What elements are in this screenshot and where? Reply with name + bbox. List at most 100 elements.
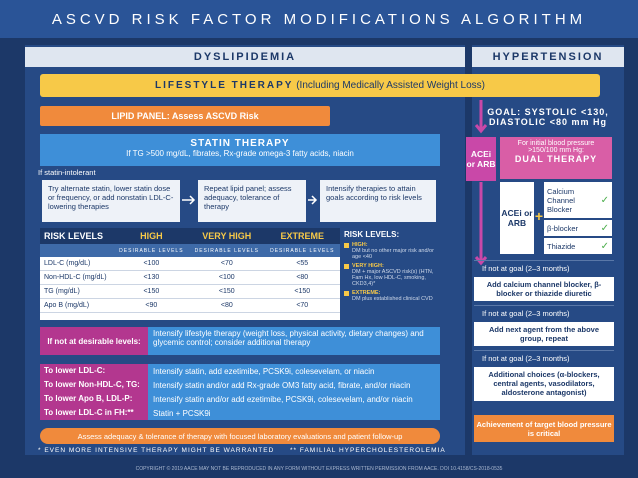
- check-icon: ✓: [600, 240, 609, 252]
- cell: <70: [296, 302, 309, 309]
- cell: Apo B (mg/dL): [44, 302, 90, 309]
- lower-text: Intensify statin and/or add Rx-grade OM3…: [153, 380, 411, 390]
- dual-acei: ACEi or ARB: [500, 182, 534, 254]
- lower-text: Intensify statin and/or add ezetimibe, P…: [153, 394, 413, 404]
- cell: <100: [143, 260, 160, 267]
- lifestyle-bar: LIFESTYLE THERAPY (Including Medically A…: [40, 74, 600, 97]
- lower-text: Statin + PCSK9i: [153, 408, 211, 418]
- header: HIGH: [140, 231, 163, 241]
- header: EXTREME: [280, 231, 325, 241]
- check-icon: ✓: [600, 194, 609, 206]
- statin-box: STATIN THERAPY If TG >500 mg/dL, fibrates…: [40, 134, 440, 166]
- cell: Non-HDL-C (mg/dL): [44, 274, 107, 281]
- legend-name: VERY HIGH:: [352, 263, 384, 269]
- check-icon: ✓: [600, 222, 609, 234]
- cell: <90: [145, 302, 158, 309]
- risk-table: RISK LEVELS HIGH VERY HIGH EXTREME DESIRABL…: [40, 228, 340, 320]
- lower-row: To lower Apo B, LDL-P: Intensify statin a…: [40, 392, 440, 406]
- target-box: Achievement of target blood pressure is …: [474, 415, 614, 442]
- subheader: DESIRABLE LEVELS: [194, 247, 259, 254]
- cell: TG (mg/dL): [44, 288, 80, 295]
- header: VERY HIGH: [202, 231, 252, 241]
- subheader: DESIRABLE LEVELS: [270, 247, 335, 254]
- step-condition: If not at goal (2–3 months): [474, 350, 614, 367]
- cell: <55: [296, 260, 309, 267]
- table-row: LDL-C (mg/dL) <100 <70 <55: [40, 257, 340, 271]
- lower-label: To lower Non-HDL-C, TG:: [40, 378, 148, 392]
- acei-box: ACEi or ARB: [466, 137, 496, 181]
- lipid-panel: LIPID PANEL: Assess ASCVD Risk: [40, 106, 330, 126]
- lifestyle-label: LIFESTYLE THERAPY: [154, 80, 294, 91]
- agent-name: Calcium Channel Blocker: [547, 186, 575, 214]
- lower-label: To lower LDL-C in FH:**: [40, 406, 148, 420]
- legend-title: RISK LEVELS:: [344, 230, 400, 239]
- not-desirable-text: Intensify lifestyle therapy (weight loss…: [148, 327, 440, 355]
- lower-row: To lower LDL-C in FH:** Statin + PCSK9i: [40, 406, 440, 420]
- table: RISK LEVELS HIGH VERY HIGH EXTREME DESIRABL…: [40, 228, 340, 313]
- cell: <130: [143, 274, 160, 281]
- lower-label: To lower LDL-C:: [40, 364, 148, 378]
- dyslipidemia-header: DYSLIPIDEMIA: [25, 47, 465, 67]
- cell: <150: [143, 288, 160, 295]
- table-row: Non-HDL-C (mg/dL) <130 <100 <80: [40, 271, 340, 285]
- lower-row: To lower Non-HDL-C, TG: Intensify statin …: [40, 378, 440, 392]
- agents: Calcium Channel Blocker ✓ β-blocker ✓ Thiazi…: [544, 182, 612, 254]
- step-box: Intensify therapies to attain goals acco…: [320, 180, 436, 222]
- lower-list: To lower LDL-C: Intensify statin, add eze…: [40, 364, 440, 420]
- legend-items: HIGH: DM but no other major risk and/or a…: [344, 242, 440, 302]
- legend-swatch: [344, 243, 349, 248]
- statin-label: STATIN THERAPY: [190, 138, 290, 149]
- legend-text: DM + major ASCVD risk(s) (HTN, Fam Hx, l…: [352, 269, 434, 287]
- legend-text: DM but no other major risk and/or age <4…: [352, 248, 434, 260]
- arrow: [474, 100, 488, 266]
- subheader-row: DESIRABLE LEVELS DESIRABLE LEVELS DESIRABL…: [40, 244, 340, 257]
- step-action: Add next agent from the above group, rep…: [474, 322, 614, 346]
- cell: <70: [220, 260, 233, 267]
- not-desirable-label: If not at desirable levels:: [40, 327, 148, 355]
- assess-bar: Assess adequacy & tolerance of therapy w…: [40, 428, 440, 444]
- cell: LDL-C (mg/dL): [44, 260, 91, 267]
- copyright: COPYRIGHT © 2019 AACE MAY NOT BE REPRODU…: [135, 466, 503, 472]
- cell: <150: [218, 288, 235, 295]
- legend-swatch: [344, 264, 349, 269]
- step-action: Additional choices (α-blockers, central …: [474, 367, 614, 401]
- legend-name: HIGH:: [352, 242, 368, 248]
- arrow: [182, 195, 318, 205]
- initial-text: For initial blood pressure >150/100 mm H…: [517, 140, 595, 154]
- legend-item: HIGH: DM but no other major risk and/or a…: [344, 242, 440, 260]
- dual-label: DUAL THERAPY: [514, 154, 598, 164]
- step-condition: If not at goal (2–3 months): [474, 260, 614, 277]
- legend-name: EXTREME:: [352, 290, 381, 296]
- lifestyle-note: (Including Medically Assisted Weight Los…: [296, 80, 486, 91]
- agent-box: Calcium Channel Blocker ✓: [544, 182, 612, 218]
- lower-label: To lower Apo B, LDL-P:: [40, 392, 148, 406]
- legend-text: DM plus established clinical CVD: [352, 296, 433, 302]
- agent-name: Thiazide: [547, 241, 576, 251]
- step-action: Add calcium channel blocker, β-blocker o…: [474, 277, 614, 301]
- plus-icon: +: [534, 208, 544, 224]
- dual-box: For initial blood pressure >150/100 mm H…: [500, 137, 612, 179]
- header: RISK LEVELS: [44, 231, 104, 241]
- cell: <100: [218, 274, 235, 281]
- hypertension-header: HYPERTENSION: [472, 47, 624, 67]
- step-box: Try alternate statin, lower statin dose …: [42, 180, 180, 222]
- title: ASCVD RISK FACTOR MODIFICATIONS ALGORITH…: [0, 0, 638, 38]
- legend: RISK LEVELS: HIGH: DM but no other major …: [344, 230, 440, 305]
- bp-steps: If not at goal (2–3 months) Add calcium c…: [474, 260, 614, 405]
- legend-swatch: [344, 291, 349, 296]
- cell: <150: [294, 288, 311, 295]
- bp-goal: GOAL: SYSTOLIC <130, DIASTOLIC <80 mm Hg: [487, 107, 609, 127]
- agent-box: β-blocker ✓: [544, 220, 612, 236]
- table-row: TG (mg/dL) <150 <150 <150: [40, 285, 340, 299]
- agent-box: Thiazide ✓: [544, 238, 612, 254]
- step-condition: If not at goal (2–3 months): [474, 305, 614, 322]
- agent-name: β-blocker: [547, 223, 578, 233]
- footnote: * EVEN MORE INTENSIVE THERAPY MIGHT BE W…: [38, 447, 275, 454]
- subheader: DESIRABLE LEVELS: [119, 247, 184, 254]
- footnote: ** FAMILIAL HYPERCHOLESTEROLEMIA: [290, 447, 446, 454]
- lower-row: To lower LDL-C: Intensify statin, add eze…: [40, 364, 440, 378]
- cell: <80: [296, 274, 309, 281]
- lower-text: Intensify statin, add ezetimibe, PCSK9i,…: [153, 366, 375, 376]
